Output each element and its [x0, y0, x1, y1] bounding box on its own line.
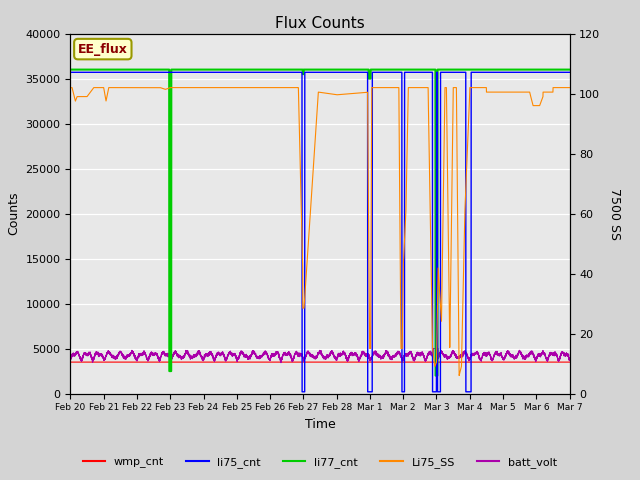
- Legend: wmp_cnt, li75_cnt, li77_cnt, Li75_SS, batt_volt: wmp_cnt, li75_cnt, li77_cnt, Li75_SS, ba…: [78, 452, 562, 472]
- Y-axis label: 7500 SS: 7500 SS: [608, 188, 621, 240]
- X-axis label: Time: Time: [305, 418, 335, 431]
- Title: Flux Counts: Flux Counts: [275, 16, 365, 31]
- Y-axis label: Counts: Counts: [7, 192, 20, 235]
- Text: EE_flux: EE_flux: [78, 43, 128, 56]
